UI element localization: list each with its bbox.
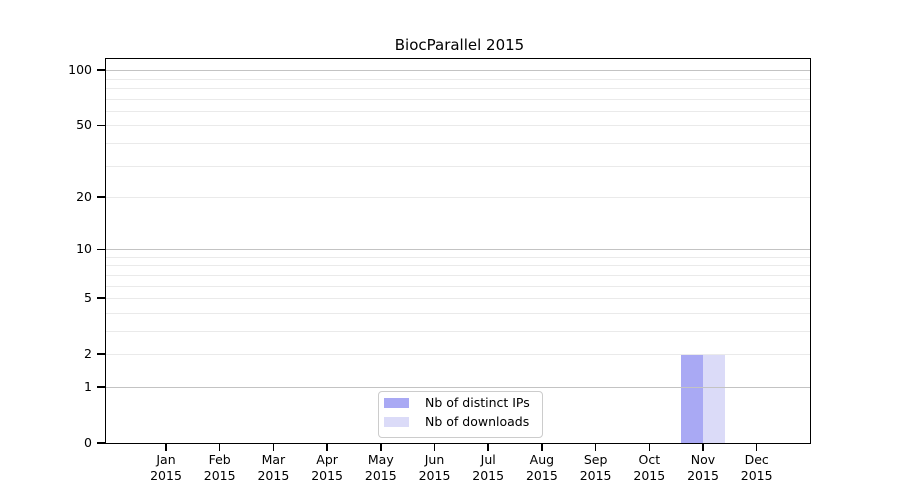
x-tick-label: Nov 2015 xyxy=(673,452,733,483)
x-tick-month-label: Jul xyxy=(480,452,496,467)
x-tick-year-label: 2015 xyxy=(203,467,236,483)
legend-label-downloads: Nb of downloads xyxy=(425,414,530,429)
minor-gridline xyxy=(106,88,810,89)
legend-swatch-downloads xyxy=(384,416,409,427)
x-tick-mark xyxy=(165,444,167,451)
x-tick-year-label: 2015 xyxy=(687,467,719,483)
x-tick-label: Jun 2015 xyxy=(405,452,465,483)
y-tick-label: 1 xyxy=(84,378,92,394)
x-tick-mark xyxy=(755,444,758,451)
x-tick-year-label: 2015 xyxy=(150,467,182,483)
gridline xyxy=(106,197,810,198)
y-tick-mark xyxy=(97,442,105,444)
y-tick-label: 100 xyxy=(68,62,92,78)
y-tick-label: 0 xyxy=(84,435,92,450)
y-tick-mark xyxy=(97,386,105,388)
y-tick-mark xyxy=(97,196,105,198)
minor-gridline xyxy=(106,257,810,258)
x-tick-month-label: Nov xyxy=(690,452,716,467)
y-tick-label: 50 xyxy=(76,117,92,133)
x-tick-label: Mar 2015 xyxy=(243,452,303,483)
x-tick-mark xyxy=(702,444,704,451)
y-tick-label: 5 xyxy=(84,290,92,306)
minor-gridline xyxy=(106,331,810,332)
y-tick-label: 10 xyxy=(76,241,92,257)
bar-downloads xyxy=(703,354,725,443)
legend: Nb of distinct IPs Nb of downloads xyxy=(378,391,543,438)
gridline xyxy=(106,387,810,388)
gridline xyxy=(106,70,810,71)
x-tick-mark xyxy=(541,444,543,451)
minor-gridline xyxy=(106,275,810,276)
plot-area: Nb of distinct IPs Nb of downloads 0 1 2 5 1… xyxy=(68,58,811,483)
y-tick-mark xyxy=(97,124,105,127)
minor-gridline xyxy=(106,166,810,167)
x-tick-mark xyxy=(272,444,275,451)
x-tick-month-label: Sep xyxy=(583,452,608,467)
x-tick-mark xyxy=(648,444,651,451)
x-tick-year-label: 2015 xyxy=(418,467,451,483)
x-tick-mark xyxy=(218,444,221,451)
y-tick-mark xyxy=(97,353,105,355)
x-tick-mark xyxy=(380,444,382,451)
gridline xyxy=(106,298,810,299)
x-tick-month-label: Oct xyxy=(638,452,661,467)
y-tick-mark xyxy=(97,69,105,71)
minor-gridline xyxy=(106,111,810,112)
minor-gridline xyxy=(106,286,810,287)
x-tick-month-label: May xyxy=(367,452,394,467)
x-tick-year-label: 2015 xyxy=(525,467,558,483)
x-tick-year-label: 2015 xyxy=(257,467,290,483)
x-tick-label: Aug 2015 xyxy=(512,452,572,483)
y-tick-label: 20 xyxy=(76,189,92,204)
minor-gridline xyxy=(106,313,810,314)
x-tick-mark xyxy=(594,444,597,451)
x-tick-year-label: 2015 xyxy=(740,467,773,483)
gridline xyxy=(106,125,810,126)
chart-title: BiocParallel 2015 xyxy=(394,36,525,54)
gridline xyxy=(106,354,810,355)
x-tick-label: Feb 2015 xyxy=(190,452,250,483)
y-tick-mark xyxy=(97,248,105,250)
minor-gridline xyxy=(106,79,810,80)
x-tick-month-label: Mar xyxy=(261,452,286,467)
legend-swatch-distinct-ips xyxy=(384,397,409,408)
legend-row-distinct-ips: Nb of distinct IPs xyxy=(379,393,542,412)
x-tick-month-label: Apr xyxy=(316,452,338,467)
minor-gridline xyxy=(106,99,810,100)
legend-label-distinct-ips: Nb of distinct IPs xyxy=(425,395,530,410)
x-tick-month-label: Feb xyxy=(208,452,231,467)
x-tick-year-label: 2015 xyxy=(472,467,505,483)
gridline xyxy=(106,249,810,250)
x-tick-label: Jan 2015 xyxy=(136,452,196,483)
x-tick-label: Apr 2015 xyxy=(297,452,357,483)
bar-distinct-ips xyxy=(681,354,703,443)
x-tick-year-label: 2015 xyxy=(364,467,397,483)
x-tick-month-label: Aug xyxy=(529,452,555,467)
x-tick-year-label: 2015 xyxy=(311,467,343,483)
x-tick-label: Jul 2015 xyxy=(458,452,518,483)
legend-row-downloads: Nb of downloads xyxy=(379,412,542,431)
x-tick-label: Dec 2015 xyxy=(727,452,787,483)
y-tick-mark xyxy=(97,297,105,299)
x-tick-month-label: Jan xyxy=(156,452,176,467)
x-tick-month-label: Jun xyxy=(424,452,445,467)
x-tick-mark xyxy=(487,444,489,451)
x-tick-mark xyxy=(433,444,436,451)
x-tick-year-label: 2015 xyxy=(633,467,666,483)
x-tick-year-label: 2015 xyxy=(579,467,612,483)
x-tick-month-label: Dec xyxy=(744,452,769,467)
x-tick-label: May 2015 xyxy=(351,452,411,483)
y-tick-label: 2 xyxy=(84,346,92,362)
minor-gridline xyxy=(106,265,810,266)
x-tick-label: Oct 2015 xyxy=(619,452,679,483)
minor-gridline xyxy=(106,143,810,144)
x-tick-mark xyxy=(326,444,328,451)
x-tick-label: Sep 2015 xyxy=(566,452,626,483)
